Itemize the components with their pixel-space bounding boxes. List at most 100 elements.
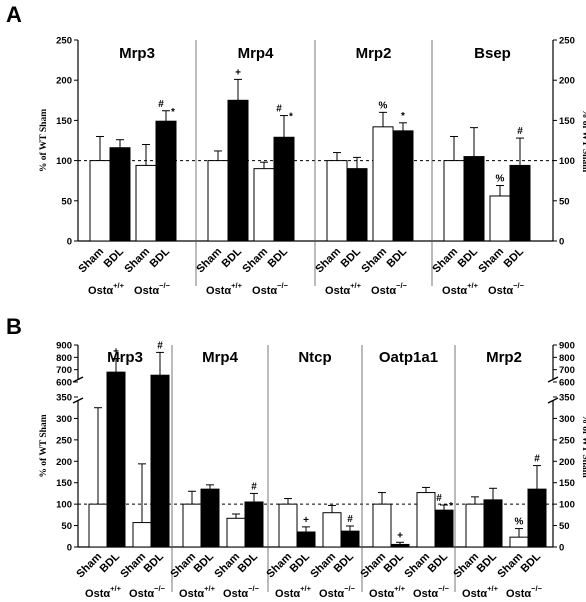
bar-bdl	[244, 501, 264, 548]
bar-bdl	[227, 99, 249, 242]
bar-bdl	[463, 156, 485, 242]
significance-mark: +	[113, 347, 119, 358]
genotype-label: Ostα−/−	[252, 281, 289, 297]
group-title: Mrp2	[356, 45, 392, 62]
y-tick-label: 200	[56, 457, 72, 468]
bar-bdl	[200, 488, 220, 548]
group-title: Ntcp	[298, 349, 331, 366]
bar-bdl	[390, 543, 410, 548]
axis-break-mark	[547, 376, 559, 383]
bar-bdl	[483, 499, 503, 548]
y-tick-label-right: 0	[559, 543, 564, 554]
y-tick-label: 900	[56, 341, 72, 352]
genotype-label: Ostα+/+	[275, 584, 312, 600]
group-title: Bsep	[474, 45, 511, 62]
bar-sham	[89, 160, 111, 242]
bar-sham	[182, 503, 202, 548]
y-tick-label: 150	[56, 116, 72, 127]
genotype-label: Ostα+/+	[88, 281, 125, 297]
significance-mark: *	[289, 112, 293, 123]
y-tick-label: 250	[56, 435, 72, 446]
y-tick-label-right: 150	[559, 478, 575, 489]
x-category-label: BDL	[426, 550, 451, 575]
bar-sham	[322, 512, 342, 548]
significance-mark: #	[251, 481, 257, 492]
significance-mark: #	[157, 340, 163, 351]
genotype-label: Ostα+/+	[85, 584, 122, 600]
y-axis-label: % of WT Sham	[39, 109, 49, 172]
group-title: Mrp2	[486, 349, 522, 366]
group-title: Mrp4	[202, 349, 238, 366]
panel-letter: A	[6, 2, 22, 27]
genotype-label: Ostα−/−	[506, 584, 543, 600]
y-tick-label: 700	[56, 365, 72, 376]
x-category-label: BDL	[148, 245, 173, 270]
y-tick-label: 100	[56, 156, 72, 167]
bar-sham	[135, 164, 157, 242]
bar-sham	[207, 160, 229, 242]
genotype-label: Ostα+/+	[369, 584, 406, 600]
significance-mark: #	[347, 514, 353, 525]
significance-mark: *	[449, 501, 453, 512]
genotype-label: Ostα−/−	[319, 584, 356, 600]
bar-bdl	[106, 371, 126, 548]
genotype-label: Ostα−/−	[129, 584, 166, 600]
y-tick-label: 50	[61, 521, 72, 532]
y-tick-label: 100	[56, 500, 72, 511]
significance-mark: #	[517, 126, 523, 137]
genotype-label: Ostα−/−	[488, 281, 525, 297]
bar-bdl	[296, 531, 316, 548]
significance-mark: %	[515, 517, 524, 528]
x-category-label: BDL	[236, 550, 261, 575]
significance-mark: #	[436, 493, 442, 504]
bar-bdl	[434, 509, 454, 548]
bar-bdl	[392, 130, 414, 242]
significance-mark: *	[171, 107, 175, 118]
significance-mark: +	[303, 515, 309, 526]
y-tick-label-right: 250	[559, 435, 575, 446]
axis-break-mark	[547, 397, 559, 404]
y-tick-label-right: 50	[559, 196, 570, 207]
y-tick-label-right: 600	[559, 378, 575, 389]
axis-break-mark	[72, 376, 84, 383]
bar-sham	[443, 160, 465, 242]
bar-sham	[132, 522, 152, 548]
y-tick-label-right: 200	[559, 457, 575, 468]
y-tick-label-right: 50	[559, 521, 570, 532]
bar-sham	[88, 503, 108, 548]
y-tick-label-right: 100	[559, 156, 575, 167]
bar-sham	[253, 168, 275, 242]
y-tick-label-right: 0	[559, 237, 564, 248]
y-tick-label: 800	[56, 353, 72, 364]
bar-sham	[226, 517, 246, 548]
bar-sham	[416, 492, 436, 548]
bar-bdl	[150, 374, 170, 548]
y-tick-label-right: 100	[559, 500, 575, 511]
y-tick-label-right: 300	[559, 414, 575, 425]
bar-sham	[326, 160, 348, 242]
y-tick-label: 0	[67, 543, 72, 554]
genotype-label: Ostα+/+	[462, 584, 499, 600]
bar-bdl	[340, 530, 360, 548]
genotype-label: Ostα+/+	[179, 584, 216, 600]
y-tick-label-right: 350	[559, 393, 575, 404]
significance-mark: #	[534, 454, 540, 465]
y-tick-label: 0	[67, 237, 72, 248]
y-tick-label: 250	[56, 36, 72, 47]
group-title: Mrp3	[119, 45, 155, 62]
genotype-label: Ostα−/−	[134, 281, 171, 297]
group-title: Mrp4	[238, 45, 274, 62]
genotype-label: Ostα+/+	[206, 281, 243, 297]
bar-bdl	[109, 147, 131, 242]
genotype-label: Ostα+/+	[325, 281, 362, 297]
significance-mark: #	[276, 104, 282, 115]
bar-sham	[489, 195, 511, 242]
y-tick-label-right: 250	[559, 36, 575, 47]
genotype-label: Ostα+/+	[442, 281, 479, 297]
bar-bdl	[273, 136, 295, 242]
y-axis-label: % of WT Sham	[39, 414, 49, 477]
bar-bdl	[155, 120, 177, 242]
x-category-label: BDL	[519, 550, 544, 575]
x-category-label: BDL	[332, 550, 357, 575]
x-category-label: BDL	[502, 245, 527, 270]
